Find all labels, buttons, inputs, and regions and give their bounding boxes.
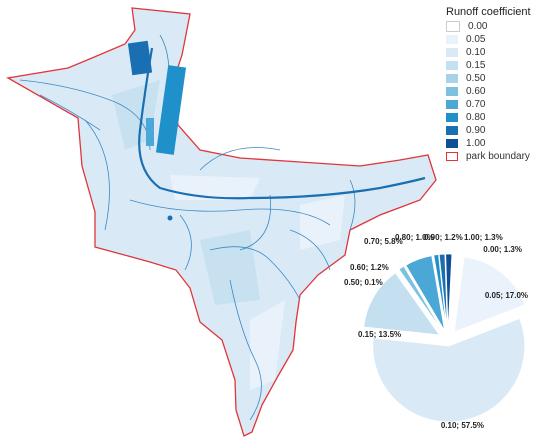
legend-item: 0.05 (446, 33, 530, 46)
legend-item: 0.00 (446, 20, 530, 33)
legend-item-label: park boundary (466, 151, 530, 162)
legend: 0.00 0.05 0.10 0.15 0.50 0.60 0.70 0.80 … (446, 20, 530, 163)
legend-item-boundary: park boundary (446, 150, 530, 163)
pie-slice-label: 0.00; 1.3% (483, 245, 522, 254)
terrain-patch (300, 195, 345, 250)
pie-slice-label: 0.80; 1.0% (395, 233, 434, 242)
legend-item-label: 0.70 (466, 99, 486, 110)
legend-item: 0.70 (446, 98, 530, 111)
legend-swatch (446, 74, 458, 83)
terrain-patch (250, 300, 285, 390)
pie-slice (397, 268, 443, 333)
legend-swatch (446, 61, 458, 70)
legend-item: 1.00 (446, 137, 530, 150)
pie-slice (448, 257, 459, 335)
boundary-swatch (446, 152, 458, 161)
legend-item-label: 0.80 (466, 112, 486, 123)
building (146, 118, 154, 146)
legend-swatch (446, 21, 460, 32)
legend-swatch (446, 100, 458, 109)
legend-swatch (446, 139, 458, 148)
pie-slice-label: 0.15; 13.5% (358, 330, 401, 339)
pie-slice-label: 0.50; 0.1% (344, 278, 383, 287)
path-network (19, 34, 356, 421)
pie-slice (433, 254, 448, 331)
legend-item-label: 0.60 (466, 86, 486, 97)
legend-item-label: 0.05 (466, 34, 486, 45)
legend-item-label: 0.50 (466, 73, 486, 84)
legend-item-label: 1.00 (466, 138, 486, 149)
pie-slice-label: 0.90; 1.2% (424, 233, 463, 242)
legend-item: 0.90 (446, 124, 530, 137)
legend-item-label: 0.90 (466, 125, 486, 136)
legend-item: 0.60 (446, 85, 530, 98)
pie-slice-label: 0.10; 57.5% (441, 421, 484, 430)
legend-swatch (446, 48, 458, 57)
pie-slice (363, 272, 441, 336)
legend-item: 0.80 (446, 111, 530, 124)
terrain-patch (170, 175, 260, 200)
legend-item-label: 0.10 (466, 47, 486, 58)
pie-slice (438, 253, 448, 331)
pie-slice (453, 256, 526, 333)
legend-item-label: 0.15 (466, 60, 486, 71)
legend-title: Runoff coefficient (446, 6, 531, 18)
main-stream (138, 47, 426, 200)
legend-swatch (446, 87, 458, 96)
pie-slice-label: 0.70; 5.8% (364, 237, 403, 246)
legend-swatch (446, 35, 458, 44)
legend-item: 0.50 (446, 72, 530, 85)
pie-slice-label: 1.00; 1.3% (464, 233, 503, 242)
legend-item: 0.10 (446, 46, 530, 59)
legend-item-label: 0.00 (468, 21, 488, 32)
legend-swatch (446, 113, 458, 122)
pie-slice (372, 317, 526, 423)
pie-slice-label: 0.05; 17.0% (485, 291, 528, 300)
building (155, 65, 187, 155)
park-area (6, 7, 437, 437)
building (127, 40, 153, 76)
pie-chart: 0.00; 1.3% 0.05; 17.0% 0.10; 57.5% 0.15; 13… (344, 233, 528, 430)
pond (167, 215, 173, 221)
pie-slice (405, 255, 445, 331)
pie-slice-label: 0.60; 1.2% (350, 263, 389, 272)
pie-slice (445, 253, 453, 331)
legend-swatch (446, 126, 458, 135)
pie-slice (398, 265, 443, 332)
legend-item: 0.15 (446, 59, 530, 72)
